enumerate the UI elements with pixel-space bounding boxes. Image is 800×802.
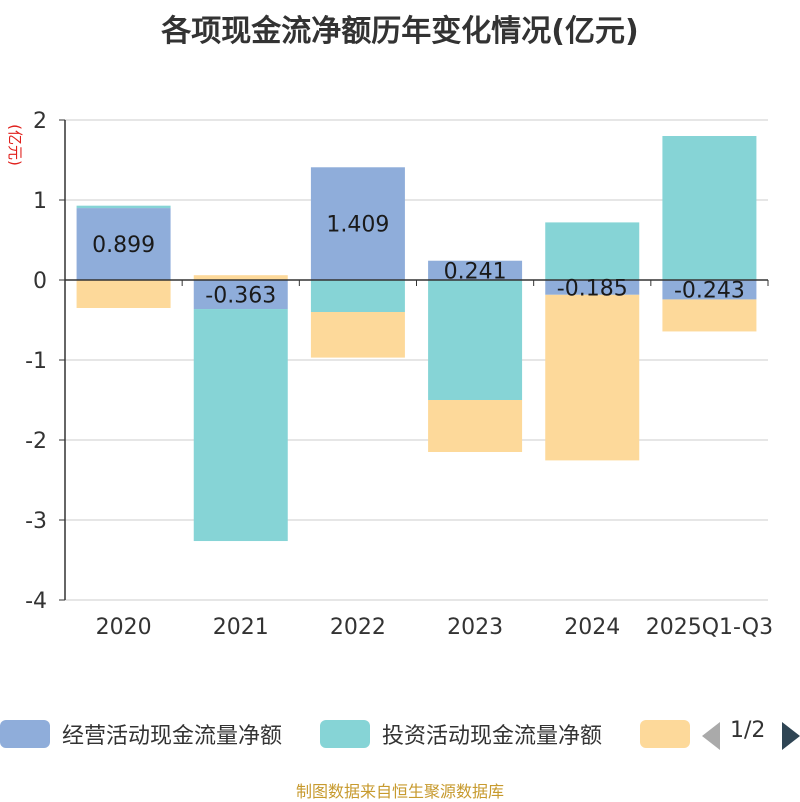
legend-swatch [640, 720, 690, 748]
legend-label: 经营活动现金流量净额 [62, 724, 283, 749]
bar-3 [545, 294, 640, 461]
legend-prev-page-icon[interactable] [702, 722, 720, 750]
legend-item[interactable] [640, 716, 690, 752]
legend: 经营活动现金流量净额 投资活动现金流量净额 [0, 716, 800, 752]
y-tick-label: -1 [25, 349, 47, 374]
source-note: 制图数据来自恒生聚源数据库 [295, 782, 504, 801]
bar-2 [310, 280, 405, 312]
bar-1 [662, 280, 757, 300]
bar-3 [310, 312, 405, 358]
x-tick-label: 2022 [330, 615, 386, 640]
bar-2 [662, 136, 757, 280]
y-tick-label: -3 [25, 509, 47, 534]
legend-swatch [320, 720, 370, 748]
bar-3 [662, 299, 757, 332]
x-tick-label: 2025Q1-Q3 [646, 615, 773, 640]
legend-swatch [0, 720, 50, 748]
bar-1 [310, 167, 405, 280]
legend-next-page-icon[interactable] [782, 722, 800, 750]
y-tick-label: -4 [25, 589, 47, 614]
bar-2 [545, 222, 640, 280]
y-tick-label: 2 [33, 109, 47, 134]
chart-plot-area: 2 1 0 -1 -2 -3 -4 (亿元) 2020 2021 2022 2023 2024 2025Q… [6, 109, 773, 640]
bar-2 [193, 309, 288, 542]
data-label: 0.899 [92, 233, 155, 258]
data-label: -0.363 [205, 284, 276, 309]
x-tick-label: 2020 [96, 615, 152, 640]
y-axis-unit-label: (亿元) [6, 124, 24, 166]
bar-1 [428, 260, 523, 280]
bar-3 [193, 275, 288, 280]
bar-1 [76, 208, 171, 280]
y-tick-label: 1 [33, 189, 47, 214]
bar-2 [428, 280, 523, 400]
bar-1 [193, 280, 288, 310]
data-label: -0.185 [557, 276, 628, 301]
bar-3 [428, 400, 523, 452]
legend-label: 投资活动现金流量净额 [382, 724, 603, 749]
x-tick-label: 2024 [564, 615, 620, 640]
bar-3 [76, 280, 171, 308]
legend-page-indicator: 1/2 [730, 718, 766, 743]
data-label: 0.241 [444, 259, 507, 284]
data-label: -0.243 [674, 279, 745, 304]
data-label: 1.409 [326, 213, 389, 238]
x-tick-label: 2021 [213, 615, 269, 640]
legend-item[interactable]: 投资活动现金流量净额 [320, 716, 602, 752]
bar-2 [76, 205, 171, 209]
bar-1 [545, 280, 640, 295]
y-tick-label: 0 [33, 269, 47, 294]
y-tick-label: -2 [25, 429, 47, 454]
legend-item[interactable]: 经营活动现金流量净额 [0, 716, 282, 752]
chart-title: 各项现金流净额历年变化情况(亿元) [161, 14, 639, 49]
x-tick-label: 2023 [447, 615, 503, 640]
